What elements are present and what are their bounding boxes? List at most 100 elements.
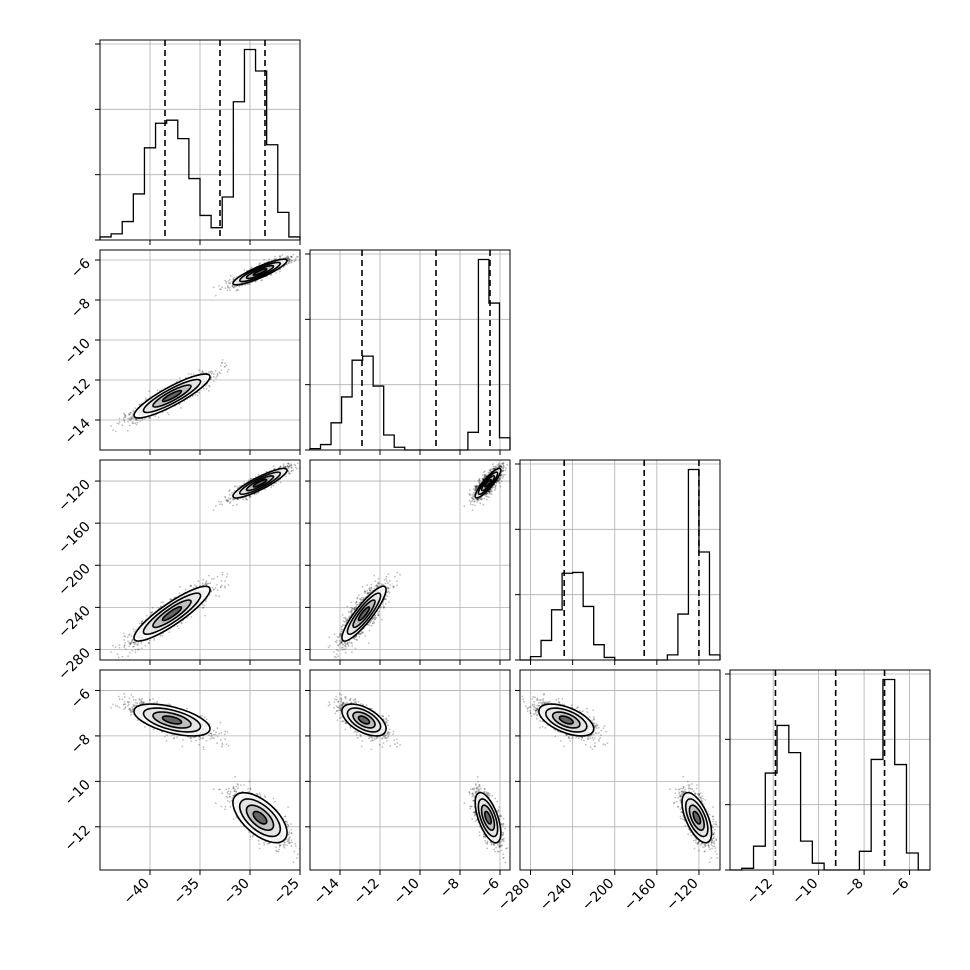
sample-point bbox=[225, 499, 228, 502]
sample-point bbox=[133, 643, 136, 646]
sample-point bbox=[144, 645, 147, 647]
sample-point bbox=[159, 605, 162, 608]
sample-point bbox=[221, 573, 224, 576]
sample-point bbox=[133, 630, 136, 633]
sample-point bbox=[129, 643, 131, 646]
sample-point bbox=[247, 283, 249, 285]
sample-point bbox=[214, 294, 217, 297]
sample-point bbox=[168, 631, 171, 633]
sample-point bbox=[117, 656, 120, 659]
sample-point bbox=[192, 373, 195, 376]
sample-point bbox=[211, 371, 214, 374]
sample-point bbox=[244, 496, 247, 499]
sample-point bbox=[148, 416, 151, 419]
sample-point bbox=[288, 260, 290, 262]
sample-point bbox=[190, 373, 193, 375]
sample-point bbox=[123, 646, 126, 649]
sample-point bbox=[292, 469, 295, 472]
sample-point bbox=[223, 585, 226, 588]
sample-point bbox=[232, 278, 235, 280]
sample-point bbox=[272, 465, 275, 468]
sample-point bbox=[236, 498, 239, 501]
sample-point bbox=[223, 366, 226, 368]
sample-point bbox=[204, 614, 206, 617]
sample-point bbox=[150, 611, 152, 614]
sample-point bbox=[124, 648, 127, 651]
sample-point bbox=[279, 255, 282, 257]
sample-point bbox=[221, 571, 224, 574]
sample-point bbox=[238, 285, 241, 288]
sample-point bbox=[208, 384, 210, 387]
sample-point bbox=[293, 260, 296, 263]
sample-point bbox=[261, 279, 264, 281]
sample-point bbox=[208, 385, 211, 388]
sample-point bbox=[244, 283, 247, 286]
sample-point bbox=[224, 365, 227, 368]
sample-point bbox=[214, 587, 217, 589]
sample-point bbox=[121, 424, 124, 427]
sample-point bbox=[127, 640, 129, 643]
sample-point bbox=[150, 611, 153, 614]
sample-point bbox=[201, 607, 204, 609]
sample-point bbox=[129, 643, 132, 645]
sample-point bbox=[270, 274, 273, 277]
sample-point bbox=[201, 582, 204, 585]
sample-point bbox=[147, 641, 150, 644]
sample-point bbox=[209, 371, 212, 374]
sample-point bbox=[212, 380, 215, 383]
sample-point bbox=[128, 424, 131, 427]
sample-point bbox=[215, 377, 217, 380]
sample-point bbox=[140, 642, 143, 644]
sample-point bbox=[218, 595, 221, 598]
sample-point bbox=[129, 416, 132, 419]
sample-point bbox=[202, 387, 205, 390]
sample-point bbox=[205, 582, 207, 585]
sample-point bbox=[275, 272, 277, 274]
sample-point bbox=[124, 414, 127, 416]
sample-point bbox=[127, 417, 129, 420]
sample-point bbox=[218, 371, 221, 374]
sample-point bbox=[216, 589, 219, 592]
sample-point bbox=[228, 494, 231, 496]
sample-point bbox=[148, 639, 151, 642]
sample-point bbox=[287, 257, 290, 260]
sample-point bbox=[235, 275, 238, 278]
sample-point bbox=[123, 416, 126, 419]
sample-point bbox=[229, 282, 232, 285]
sample-point bbox=[232, 286, 235, 288]
sample-point bbox=[132, 409, 135, 412]
sample-point bbox=[134, 407, 137, 409]
sample-point bbox=[288, 262, 290, 265]
sample-point bbox=[219, 586, 222, 589]
sample-point bbox=[205, 580, 208, 582]
sample-point bbox=[127, 655, 129, 658]
sample-point bbox=[123, 419, 126, 422]
sample-point bbox=[128, 641, 131, 644]
sample-point bbox=[131, 417, 133, 420]
sample-point bbox=[178, 377, 181, 379]
sample-point bbox=[286, 255, 289, 258]
sample-point bbox=[128, 414, 131, 416]
sample-point bbox=[193, 584, 196, 586]
sample-point bbox=[202, 607, 205, 609]
sample-point bbox=[123, 414, 126, 416]
sample-point bbox=[130, 641, 133, 644]
sample-point bbox=[227, 280, 230, 282]
sample-point bbox=[198, 392, 201, 394]
sample-point bbox=[225, 282, 228, 285]
sample-point bbox=[302, 252, 304, 254]
sample-point bbox=[129, 643, 132, 645]
sample-point bbox=[226, 573, 229, 575]
sample-point bbox=[158, 389, 161, 392]
sample-point bbox=[226, 285, 229, 288]
sample-point bbox=[203, 604, 206, 607]
sample-point bbox=[292, 253, 295, 256]
sample-point bbox=[118, 646, 121, 649]
sample-point bbox=[137, 644, 140, 646]
sample-point bbox=[201, 370, 204, 372]
sample-point bbox=[220, 369, 223, 371]
sample-point bbox=[216, 584, 218, 586]
sample-point bbox=[227, 287, 230, 289]
sample-point bbox=[191, 395, 194, 398]
sample-point bbox=[130, 635, 133, 638]
